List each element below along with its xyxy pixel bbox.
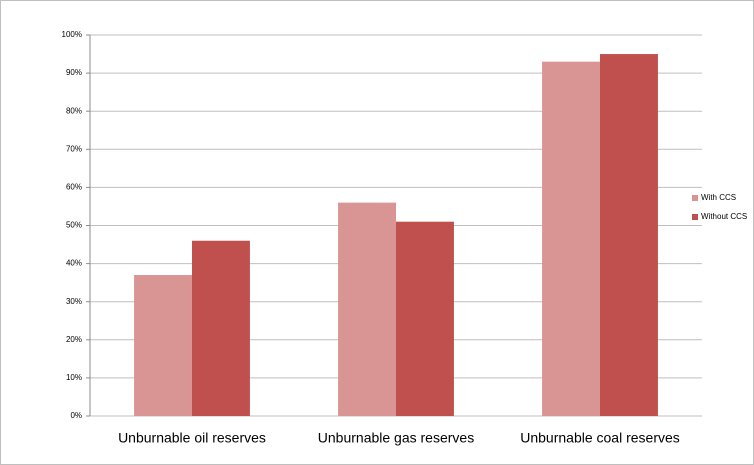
y-tick-label: 90% (66, 68, 82, 77)
legend-label: With CCS (701, 193, 736, 202)
legend-label: Without CCS (701, 212, 747, 221)
legend-swatch (692, 195, 698, 201)
x-tick-label: Unburnable coal reserves (520, 430, 680, 446)
y-tick-label: 60% (66, 183, 82, 192)
y-tick-label: 30% (66, 297, 82, 306)
bar (134, 275, 192, 416)
x-tick-label: Unburnable gas reserves (318, 430, 474, 446)
y-tick-label: 10% (66, 373, 82, 382)
x-tick-label: Unburnable oil reserves (118, 430, 266, 446)
y-tick-label: 80% (66, 106, 82, 115)
y-tick-label: 50% (66, 221, 82, 230)
bar (396, 221, 454, 416)
y-tick-label: 40% (66, 259, 82, 268)
y-tick-label: 100% (62, 30, 82, 39)
y-tick-label: 70% (66, 144, 82, 153)
y-tick-label: 20% (66, 335, 82, 344)
bar (600, 54, 658, 417)
y-tick-label: 0% (70, 411, 82, 420)
bar (338, 202, 396, 416)
bar (192, 240, 250, 416)
bar (542, 61, 600, 417)
legend-swatch (692, 214, 698, 220)
